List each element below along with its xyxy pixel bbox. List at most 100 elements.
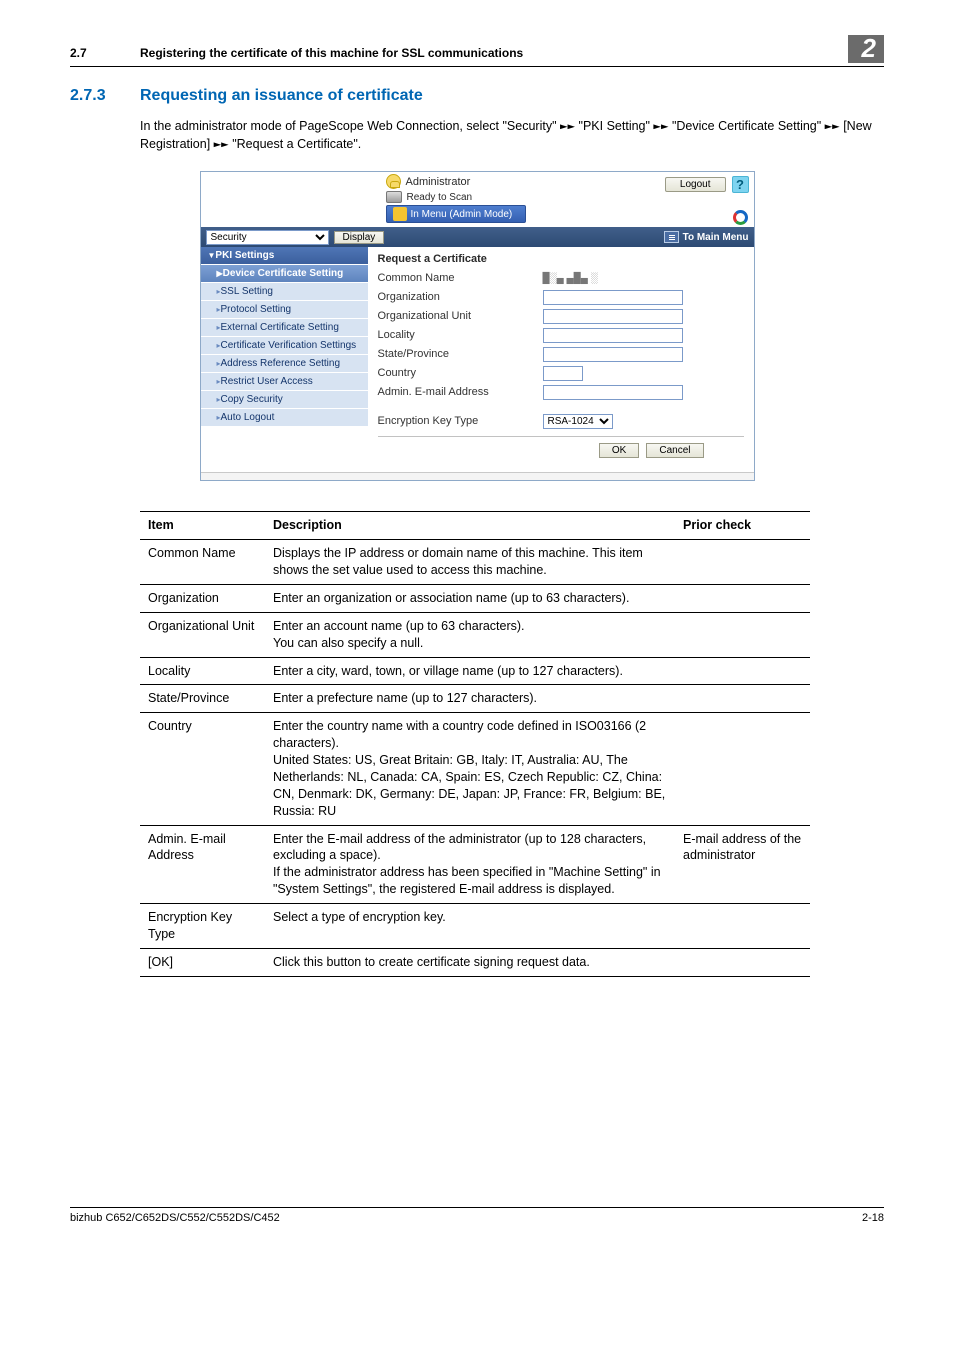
cell-prior	[675, 685, 810, 713]
cell-item: Country	[140, 713, 265, 825]
cell-item: Encryption Key Type	[140, 904, 265, 949]
table-row: OrganizationEnter an organization or ass…	[140, 584, 810, 612]
header-section-number: 2.7	[70, 46, 140, 60]
table-row: CountryEnter the country name with a cou…	[140, 713, 810, 825]
label-organization: Organization	[378, 291, 543, 303]
sidebar-item[interactable]: Protocol Setting	[201, 300, 368, 318]
table-row: [OK]Click this button to create certific…	[140, 948, 810, 976]
table-row: LocalityEnter a city, ward, town, or vil…	[140, 657, 810, 685]
menu-icon	[664, 231, 679, 243]
sidebar-item[interactable]: SSL Setting	[201, 282, 368, 300]
form-panel: Request a Certificate Common Name █░▄ ▄█…	[368, 247, 754, 472]
screenshot-topbar: Administrator Ready to Scan In Menu (Adm…	[201, 172, 754, 227]
footer-model: bizhub C652/C652DS/C552/C552DS/C452	[70, 1212, 280, 1224]
refresh-icon[interactable]	[732, 209, 749, 226]
nav-bar: Security Display To Main Menu	[201, 227, 754, 247]
input-country[interactable]	[543, 366, 583, 381]
section-number: 2.7.3	[70, 87, 140, 105]
label-org-unit: Organizational Unit	[378, 310, 543, 322]
form-divider	[378, 436, 744, 437]
sidebar: PKI Settings Device Certificate SettingS…	[201, 247, 368, 472]
printer-icon	[386, 191, 402, 203]
section-title: Requesting an issuance of certificate	[140, 87, 423, 105]
label-country: Country	[378, 367, 543, 379]
input-admin-email[interactable]	[543, 385, 683, 400]
arrow-icon: ►►	[214, 136, 229, 151]
label-enc-key: Encryption Key Type	[378, 415, 543, 427]
administrator-icon	[386, 174, 401, 189]
cell-prior	[675, 540, 810, 585]
display-button[interactable]: Display	[334, 231, 385, 244]
input-locality[interactable]	[543, 328, 683, 343]
status-line: Ready to Scan	[386, 191, 665, 203]
cell-prior	[675, 657, 810, 685]
sidebar-item[interactable]: Device Certificate Setting	[201, 264, 368, 282]
table-row: State/ProvinceEnter a prefecture name (u…	[140, 685, 810, 713]
label-locality: Locality	[378, 329, 543, 341]
cell-desc: Enter a prefecture name (up to 127 chara…	[265, 685, 675, 713]
sidebar-item[interactable]: Restrict User Access	[201, 372, 368, 390]
cell-prior	[675, 584, 810, 612]
table-row: Organizational UnitEnter an account name…	[140, 612, 810, 657]
sidebar-item[interactable]: Copy Security	[201, 390, 368, 408]
header-chapter-number: 2	[848, 35, 884, 63]
label-state: State/Province	[378, 348, 543, 360]
arrow-icon: ►►	[653, 118, 668, 133]
sidebar-item[interactable]: Certificate Verification Settings	[201, 336, 368, 354]
table-row: Admin. E-mail AddressEnter the E-mail ad…	[140, 825, 810, 904]
cancel-button[interactable]: Cancel	[646, 443, 703, 458]
help-icon[interactable]: ?	[732, 176, 749, 193]
page-header: 2.7 Registering the certificate of this …	[70, 35, 884, 67]
to-main-menu-link[interactable]: To Main Menu	[664, 231, 749, 243]
form-title: Request a Certificate	[378, 253, 744, 265]
screenshot-container: Administrator Ready to Scan In Menu (Adm…	[200, 171, 755, 481]
select-enc-key[interactable]: RSA-1024	[543, 414, 613, 429]
th-desc: Description	[265, 512, 675, 540]
cell-desc: Displays the IP address or domain name o…	[265, 540, 675, 585]
cell-desc: Click this button to create certificate …	[265, 948, 675, 976]
value-common-name: █░▄ ▄█▄ ░	[543, 273, 598, 284]
cell-item: State/Province	[140, 685, 265, 713]
intro-paragraph: In the administrator mode of PageScope W…	[140, 117, 884, 153]
table-row: Common NameDisplays the IP address or do…	[140, 540, 810, 585]
category-dropdown[interactable]: Security	[206, 230, 329, 245]
ok-button[interactable]: OK	[599, 443, 639, 458]
th-item: Item	[140, 512, 265, 540]
cell-prior	[675, 904, 810, 949]
page-footer: bizhub C652/C652DS/C552/C552DS/C452 2-18	[70, 1207, 884, 1224]
input-org-unit[interactable]	[543, 309, 683, 324]
label-common-name: Common Name	[378, 272, 543, 284]
arrow-icon: ►►	[560, 118, 575, 133]
cell-desc: Enter a city, ward, town, or village nam…	[265, 657, 675, 685]
folder-icon	[393, 207, 407, 221]
sidebar-item[interactable]: Address Reference Setting	[201, 354, 368, 372]
cell-item: Organizational Unit	[140, 612, 265, 657]
th-prior: Prior check	[675, 512, 810, 540]
input-organization[interactable]	[543, 290, 683, 305]
cell-item: Organization	[140, 584, 265, 612]
footer-page: 2-18	[862, 1212, 884, 1224]
sidebar-head-pki[interactable]: PKI Settings	[201, 247, 368, 264]
cell-item: Common Name	[140, 540, 265, 585]
sidebar-item[interactable]: Auto Logout	[201, 408, 368, 426]
sidebar-item[interactable]: External Certificate Setting	[201, 318, 368, 336]
cell-item: [OK]	[140, 948, 265, 976]
cell-desc: Enter an organization or association nam…	[265, 584, 675, 612]
cell-desc: Enter the E-mail address of the administ…	[265, 825, 675, 904]
input-state[interactable]	[543, 347, 683, 362]
cell-item: Admin. E-mail Address	[140, 825, 265, 904]
cell-prior	[675, 612, 810, 657]
table-row: Encryption Key TypeSelect a type of encr…	[140, 904, 810, 949]
cell-desc: Enter the country name with a country co…	[265, 713, 675, 825]
arrow-icon: ►►	[825, 118, 840, 133]
description-table: Item Description Prior check Common Name…	[140, 511, 810, 976]
logo-area	[206, 174, 386, 227]
header-section-title: Registering the certificate of this mach…	[140, 46, 838, 60]
cell-item: Locality	[140, 657, 265, 685]
logout-button[interactable]: Logout	[665, 177, 726, 192]
inmenu-bar: In Menu (Admin Mode)	[386, 205, 526, 223]
admin-mode-label: Administrator	[386, 174, 665, 189]
section-heading: 2.7.3 Requesting an issuance of certific…	[70, 87, 884, 105]
cell-desc: Enter an account name (up to 63 characte…	[265, 612, 675, 657]
label-admin-email: Admin. E-mail Address	[378, 386, 543, 398]
